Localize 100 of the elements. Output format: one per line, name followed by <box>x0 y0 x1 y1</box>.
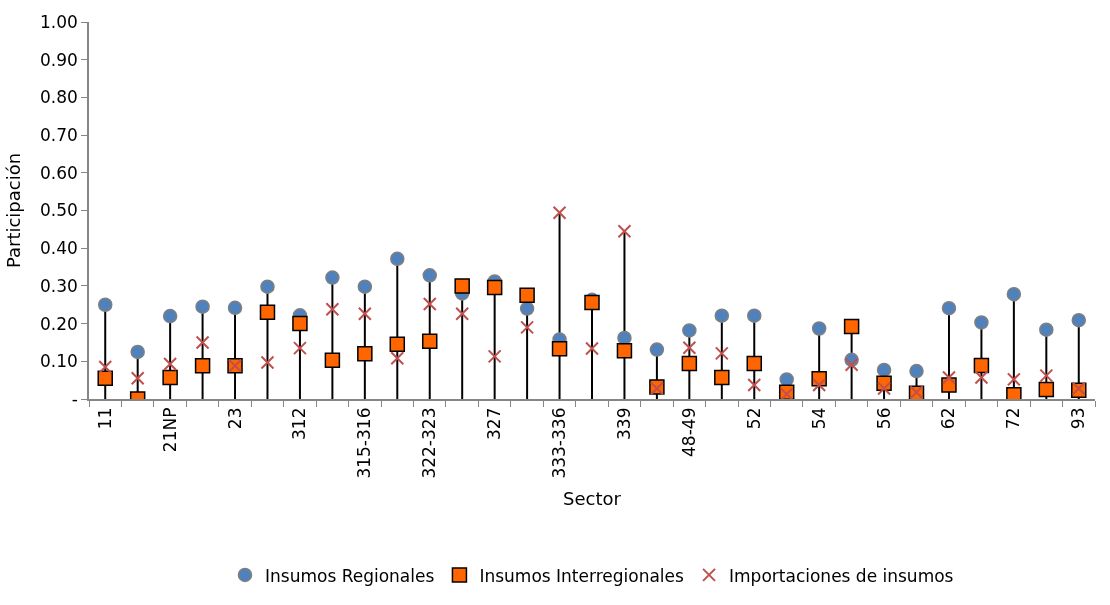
point <box>260 355 275 370</box>
x-tick-label: 339 <box>613 407 634 440</box>
point <box>682 340 697 355</box>
point <box>259 304 276 321</box>
point <box>974 370 989 385</box>
point <box>357 306 372 321</box>
x-tick-label: 312 <box>289 407 310 440</box>
point <box>520 320 535 335</box>
point <box>325 270 340 285</box>
point <box>1038 381 1055 398</box>
point <box>292 315 308 332</box>
x-tick-label: 62 <box>938 407 959 430</box>
point <box>390 351 405 366</box>
point <box>325 302 340 317</box>
x-tick-label: 11 <box>94 407 115 430</box>
point <box>1071 312 1087 328</box>
x-tick-label: 54 <box>808 407 829 430</box>
point <box>844 357 859 372</box>
point <box>357 346 373 362</box>
point <box>519 301 535 316</box>
x-tick-label: 72 <box>1003 407 1024 430</box>
point <box>747 308 762 323</box>
y-tick-label: 0.90 <box>39 49 78 70</box>
point <box>649 342 665 357</box>
x-tick-label: 315-316 <box>354 407 375 479</box>
point <box>714 369 730 386</box>
point <box>455 306 470 321</box>
point <box>260 279 275 294</box>
point <box>97 297 113 312</box>
x-tick-label: 333-336 <box>549 407 570 479</box>
point <box>98 359 113 374</box>
y-tick-label: 0.80 <box>39 87 78 108</box>
x-tick-label: 52 <box>743 407 764 430</box>
point <box>552 205 567 220</box>
point <box>747 378 762 393</box>
point <box>130 344 145 360</box>
point <box>941 370 956 385</box>
point <box>486 279 503 296</box>
point <box>227 300 243 316</box>
point <box>714 346 729 361</box>
point <box>811 321 827 336</box>
point <box>1006 286 1022 302</box>
point <box>195 299 210 314</box>
point <box>1006 387 1022 399</box>
point <box>617 224 632 239</box>
point <box>682 323 697 338</box>
point <box>909 363 924 379</box>
point <box>162 369 178 386</box>
y-tick-label: 0.60 <box>39 162 78 183</box>
point <box>162 308 178 324</box>
x-tick-label: 93 <box>1068 407 1089 430</box>
x-tick-label: 23 <box>224 407 245 430</box>
x-tick-label: 56 <box>873 407 894 430</box>
point <box>195 335 210 350</box>
y-tick-label: 0.10 <box>39 351 78 372</box>
y-tick-label: 0.70 <box>39 125 78 146</box>
point <box>877 381 892 396</box>
point <box>746 355 763 372</box>
point <box>1039 322 1054 337</box>
x-tick-label: 21NP <box>159 407 180 453</box>
y-tick-label: 0.50 <box>39 200 78 221</box>
point <box>1006 372 1021 387</box>
point <box>97 370 113 387</box>
y-tick-label: 0.40 <box>39 238 78 259</box>
y-tick-label: 1.00 <box>39 11 78 32</box>
point <box>390 251 405 266</box>
point <box>681 355 698 372</box>
point <box>324 352 341 368</box>
legend-label: Importaciones de insumos <box>729 565 954 586</box>
point <box>551 341 568 357</box>
point <box>194 358 211 374</box>
point <box>130 371 145 386</box>
point <box>1039 368 1054 383</box>
y-tick-label: - <box>71 388 78 409</box>
point <box>616 342 633 359</box>
point <box>843 318 860 335</box>
point <box>585 341 599 356</box>
point <box>422 268 437 283</box>
point <box>163 356 178 371</box>
x-tick-label: 322-323 <box>419 407 440 479</box>
point <box>973 357 990 374</box>
legend-label: Insumos Interregionales <box>479 565 685 586</box>
point <box>292 341 307 356</box>
point <box>974 315 989 330</box>
y-axis-title: Participación <box>2 152 24 269</box>
point <box>389 336 406 353</box>
x-axis-title: Sector <box>563 488 622 510</box>
legend-label: Insumos Regionales <box>265 565 435 586</box>
x-tick-label: 48-49 <box>678 407 699 457</box>
point <box>519 287 535 304</box>
point <box>714 308 730 323</box>
point <box>421 333 438 350</box>
point <box>812 378 827 393</box>
point <box>357 279 373 294</box>
point <box>941 300 957 316</box>
point <box>487 349 502 364</box>
point <box>454 278 470 294</box>
y-tick-label: 0.20 <box>39 313 78 334</box>
x-tick-label: 327 <box>484 407 505 440</box>
point <box>422 297 437 311</box>
